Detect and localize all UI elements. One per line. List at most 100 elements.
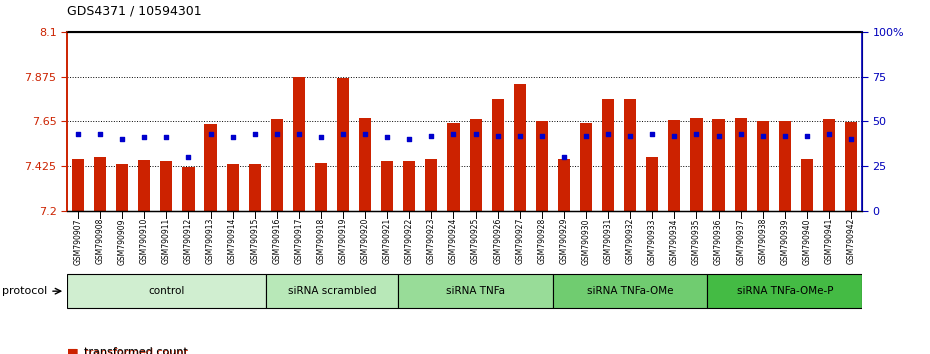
Bar <box>72 159 84 211</box>
Bar <box>624 99 636 211</box>
Point <box>535 133 550 138</box>
Text: GSM790914: GSM790914 <box>228 218 237 264</box>
Text: GSM790907: GSM790907 <box>73 218 83 264</box>
Text: GSM790938: GSM790938 <box>758 218 767 264</box>
Bar <box>94 158 106 211</box>
Text: GSM790919: GSM790919 <box>339 218 348 264</box>
Bar <box>381 161 393 211</box>
Bar <box>182 167 194 211</box>
Point <box>601 131 616 137</box>
Point <box>689 131 704 137</box>
Point <box>181 154 196 160</box>
Point <box>446 131 461 137</box>
Text: GSM790916: GSM790916 <box>272 218 281 264</box>
Bar <box>558 159 570 211</box>
Text: GSM790909: GSM790909 <box>118 218 126 264</box>
FancyBboxPatch shape <box>552 274 708 308</box>
Text: GSM790925: GSM790925 <box>472 218 480 264</box>
Point <box>93 131 108 137</box>
Text: GSM790937: GSM790937 <box>737 218 745 264</box>
Bar <box>116 164 128 211</box>
Bar <box>447 123 459 211</box>
Text: GSM790930: GSM790930 <box>581 218 591 264</box>
Text: siRNA TNFa-OMe-P: siRNA TNFa-OMe-P <box>737 286 833 296</box>
Text: GSM790910: GSM790910 <box>140 218 149 264</box>
Point <box>247 131 262 137</box>
Bar <box>404 161 416 211</box>
Text: GSM790920: GSM790920 <box>361 218 369 264</box>
Bar <box>845 122 857 211</box>
Point <box>71 131 86 137</box>
Bar <box>227 164 239 211</box>
Text: GSM790939: GSM790939 <box>780 218 790 264</box>
Bar <box>580 123 592 211</box>
Point <box>512 133 527 138</box>
Bar <box>757 121 769 211</box>
Bar <box>646 158 658 211</box>
Bar <box>160 161 172 211</box>
Text: GSM790942: GSM790942 <box>846 218 856 264</box>
Bar <box>293 76 305 211</box>
Point <box>644 131 659 137</box>
Point <box>379 135 394 140</box>
Bar <box>823 119 835 211</box>
Point <box>556 154 571 160</box>
Bar <box>801 159 813 211</box>
Text: GSM790923: GSM790923 <box>427 218 436 264</box>
Text: GSM790911: GSM790911 <box>162 218 171 264</box>
Bar <box>778 121 790 211</box>
Point <box>203 131 218 137</box>
Point <box>667 133 682 138</box>
Point <box>225 135 240 140</box>
Text: GDS4371 / 10594301: GDS4371 / 10594301 <box>67 5 202 18</box>
Point <box>270 131 285 137</box>
Text: siRNA TNFa-OMe: siRNA TNFa-OMe <box>587 286 673 296</box>
Text: GSM790915: GSM790915 <box>250 218 259 264</box>
Text: siRNA scrambled: siRNA scrambled <box>287 286 377 296</box>
Bar <box>139 160 151 211</box>
Bar <box>315 163 327 211</box>
Bar <box>513 84 525 211</box>
Bar <box>205 124 217 211</box>
Point <box>468 131 483 137</box>
Point <box>402 136 417 142</box>
Text: GSM790921: GSM790921 <box>383 218 392 264</box>
Point <box>733 131 748 137</box>
Text: GSM790908: GSM790908 <box>96 218 104 264</box>
Point <box>711 133 726 138</box>
Text: GSM790912: GSM790912 <box>184 218 193 264</box>
Point <box>844 136 858 142</box>
Bar <box>669 120 681 211</box>
Point <box>291 131 306 137</box>
Point <box>159 135 174 140</box>
FancyBboxPatch shape <box>266 274 398 308</box>
Text: GSM790940: GSM790940 <box>803 218 811 264</box>
Point <box>623 133 638 138</box>
Bar <box>735 118 747 211</box>
Point <box>821 131 836 137</box>
Text: ■: ■ <box>67 346 79 354</box>
Text: GSM790935: GSM790935 <box>692 218 701 264</box>
FancyBboxPatch shape <box>398 274 552 308</box>
Text: GSM790934: GSM790934 <box>670 218 679 264</box>
Bar <box>602 99 614 211</box>
Bar <box>470 119 482 211</box>
Text: GSM790928: GSM790928 <box>538 218 546 264</box>
Text: ■  transformed count: ■ transformed count <box>67 347 188 354</box>
Bar <box>690 118 702 211</box>
Point <box>755 133 770 138</box>
Point <box>490 133 505 138</box>
Bar <box>337 78 349 211</box>
Text: GSM790932: GSM790932 <box>626 218 634 264</box>
Bar <box>271 119 283 211</box>
Point <box>313 135 328 140</box>
Text: GSM790933: GSM790933 <box>648 218 657 264</box>
Text: GSM790918: GSM790918 <box>316 218 326 264</box>
Bar <box>536 121 548 211</box>
Text: GSM790929: GSM790929 <box>560 218 568 264</box>
FancyBboxPatch shape <box>708 274 862 308</box>
Point <box>578 133 593 138</box>
Text: GSM790926: GSM790926 <box>493 218 502 264</box>
Text: GSM790917: GSM790917 <box>295 218 303 264</box>
Text: GSM790931: GSM790931 <box>604 218 613 264</box>
